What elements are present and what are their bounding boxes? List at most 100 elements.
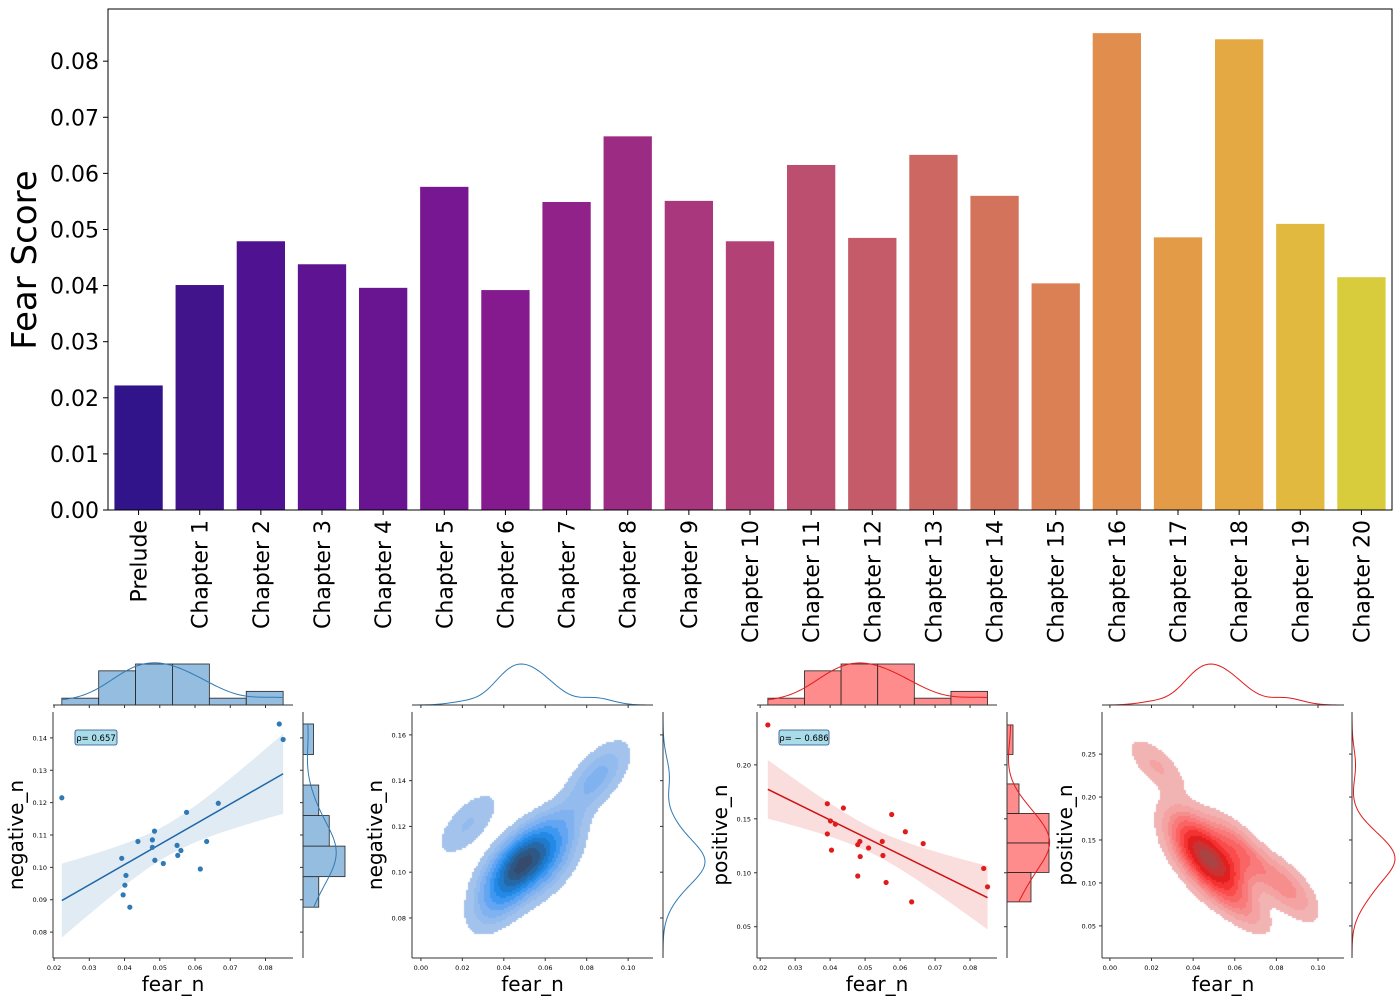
x-tick-label: Chapter 14 [984,520,1009,643]
data-point [204,838,210,845]
bar-11 [786,164,836,510]
x-tick-label: Chapter 5 [433,520,458,629]
y-tick-label: 0.11 [33,832,47,840]
x-tick-label: Chapter 11 [800,520,825,643]
data-point [120,892,126,898]
x-tick-label: 0.04 [497,964,511,972]
y-tick-label: 0.08 [50,50,99,75]
data-point [824,801,830,807]
correlation-box [778,729,830,746]
data-point [880,852,886,859]
data-point [984,884,991,890]
y-tick-label: 0.00 [50,499,99,524]
data-point [920,841,926,847]
top-histogram-bar [208,697,247,706]
y-tick-label: 0.08 [33,929,47,937]
x-tick-label: 0.07 [928,964,942,972]
data-point [127,904,133,910]
y-tick-label: 0.13 [33,767,47,775]
top-histogram-bar [840,663,879,706]
x-axis-label: fear_n [1192,972,1255,996]
x-tick-label: 0.02 [455,964,469,972]
x-tick-label: Chapter 16 [1106,520,1131,643]
right-kde-line [662,711,706,959]
x-tick-label: Chapter 2 [250,520,275,629]
bar-5 [420,186,469,510]
right-histogram-bar [1006,872,1032,903]
bar-17 [1153,237,1203,511]
right-histogram-bar [1006,813,1050,844]
x-tick-label: Chapter 7 [556,520,581,629]
x-tick-label: Prelude [128,520,153,603]
data-point [178,847,184,854]
bar-9 [664,200,714,510]
data-point [889,811,895,818]
y-tick-label: 0.06 [50,162,99,187]
correlation-box [74,729,118,746]
y-tick-label: 0.05 [1082,922,1096,930]
bar-6 [481,290,530,510]
correlation-label: ρ= − 0.686 [779,734,828,744]
y-axis-label: negative_n [363,780,387,890]
y-tick-label: 0.14 [33,734,47,742]
top-kde-line [61,662,284,701]
right-histogram-bar [302,845,346,878]
data-point [174,842,180,848]
data-point [276,721,282,727]
bar-16 [1092,33,1142,511]
bar-8 [603,136,652,510]
confidence-band [767,759,988,930]
x-tick-label: 0.04 [823,964,837,972]
fear-score-bar-chart: 0.00 0.01 0.02 0.03 0.04 0.05 0.06 0.07 0.08 Pre… [5,8,1393,643]
y-tick-label: 0.10 [1082,879,1096,887]
data-point [883,879,889,886]
data-point [149,844,155,850]
data-point [175,852,181,858]
right-kde-line [1007,724,1051,903]
x-tick-label: 0.08 [258,964,272,972]
x-tick-label: 0.04 [1186,964,1200,972]
bar-20 [1337,277,1386,510]
bar-3 [297,264,347,510]
data-point [827,818,834,824]
x-axis-label: fear_n [846,972,909,996]
data-point [59,795,65,801]
y-axis-label: negative_n [4,780,28,890]
data-point [280,736,286,743]
kde-density-contours [412,712,653,958]
x-tick-label: Chapter 3 [311,520,336,629]
y-axis-label: Fear Score [5,170,45,349]
correlation-label: ρ= 0.657 [76,734,116,744]
data-point [149,837,155,843]
jointplot-4: 0.00 0.02 0.04 0.06 0.08 0.10 0.05 0.10 0.15 0.20… [1053,663,1396,996]
y-tick-label: 0.15 [1082,836,1096,844]
data-point [183,809,190,815]
kde-density-contours [1102,712,1344,958]
right-kde-line [1351,711,1396,959]
data-point [151,828,158,834]
data-point [197,866,203,872]
x-tick-label: Chapter 9 [678,520,703,629]
bar-13 [909,154,958,510]
x-tick-label: Chapter 1 [189,520,214,629]
x-tick-label: Chapter 18 [1228,520,1253,643]
x-tick-label: 0.06 [893,964,907,972]
y-tick-label: 0.05 [737,923,751,931]
data-point [832,821,838,827]
bar-14 [970,195,1019,511]
x-tick-label: Chapter 12 [861,520,886,643]
bar-1 [175,285,224,510]
y-tick-label: 0.15 [737,815,751,823]
x-tick-label: 0.03 [788,964,802,972]
x-tick-label: Chapter 19 [1289,520,1314,643]
x-tick-label: 0.08 [579,964,593,972]
x-tick-label: 0.05 [858,964,872,972]
x-tick-label: 0.00 [1103,964,1117,972]
y-axis-label: positive_n [708,784,732,885]
data-point [857,853,863,860]
bar-4 [358,287,408,510]
x-tick-label: 0.07 [223,964,237,972]
data-point [152,857,158,863]
x-axis-label: fear_n [142,972,205,996]
top-histogram-bar [172,663,210,706]
